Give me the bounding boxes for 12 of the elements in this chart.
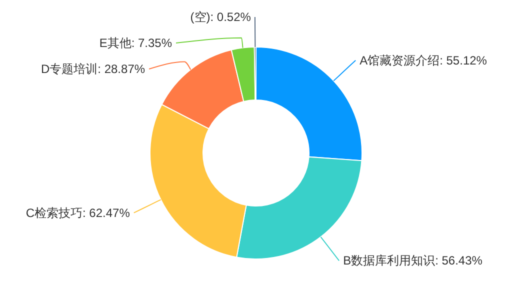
slice-label: A馆藏资源介绍 (360, 53, 440, 68)
slice-label: C检索技巧 (26, 206, 83, 220)
data-label: : 62.47% (82, 206, 130, 220)
data-label: : 7.35% (131, 36, 172, 50)
slice-label: (空) (190, 10, 210, 24)
data-label: : 0.52% (210, 10, 252, 24)
data-label: : 55.12% (440, 53, 488, 68)
slice-label: D专题培训 (41, 62, 98, 76)
slice-label: B数据库利用知识 (343, 254, 436, 268)
data-label: : 28.87% (98, 62, 146, 76)
slice-label: E其他 (99, 36, 132, 50)
data-label: : 56.43% (435, 254, 483, 268)
